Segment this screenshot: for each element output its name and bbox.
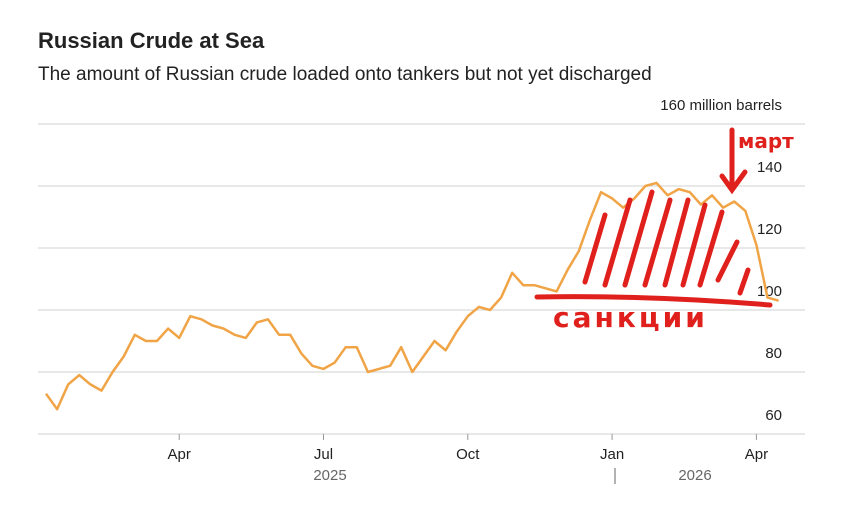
data-line [44,181,779,411]
annotation-hatching [534,127,773,308]
y-tick-label: 100 [757,283,782,300]
x-tick-label: Apr [745,446,768,463]
y-tick-label: 60 [765,407,782,424]
x-tick-label: Jan [600,446,624,463]
annotation: санкции [553,301,708,334]
x-tick-label: Jul [314,446,333,463]
annotation: март [738,129,794,153]
chart-title: Russian Crude at Sea [38,28,265,53]
x-tick-label: Apr [168,446,191,463]
year-label: 2025 [313,467,346,484]
y-tick-label: 160 million barrels [660,97,782,114]
y-tick-label: 80 [765,345,782,362]
x-tick-label: Oct [456,446,480,463]
chart-subtitle: The amount of Russian crude loaded onto … [38,64,652,85]
y-tick-label: 120 [757,221,782,238]
year-label: 2026 [678,467,711,484]
y-tick-label: 140 [757,159,782,176]
